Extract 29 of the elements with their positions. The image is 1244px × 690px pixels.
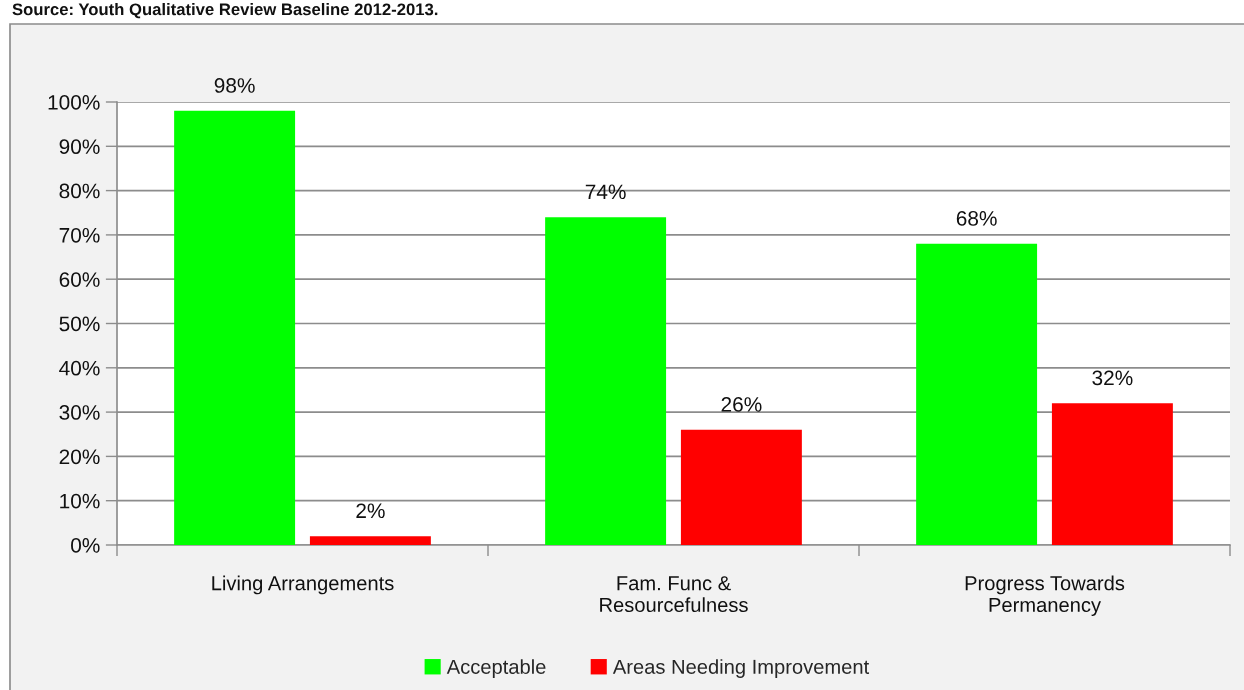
y-tick-label: 70% <box>59 227 100 243</box>
x-tick-label: Fam. Func & Resourcefulness <box>600 576 748 613</box>
legend-label: Areas Needing Improvement <box>612 659 870 678</box>
y-tick-label: 40% <box>59 360 100 376</box>
bar <box>309 536 431 545</box>
bar <box>680 429 802 545</box>
data-label: 74% <box>585 184 626 200</box>
source-note: Source: Youth Qualitative Review Baseline 2012-2013. <box>12 3 438 19</box>
y-tick-label: 50% <box>59 316 100 332</box>
x-tick-label: Progress Towards Permanency <box>965 575 1125 617</box>
bar <box>1051 403 1173 545</box>
bar <box>545 217 667 545</box>
data-label: 98% <box>214 78 255 93</box>
y-tick-label: 20% <box>59 449 100 465</box>
y-tick-label: 60% <box>59 272 100 287</box>
y-tick-label: 30% <box>59 405 100 420</box>
bar <box>916 243 1038 545</box>
y-tick-label: 90% <box>59 139 100 155</box>
data-label: 32% <box>1092 370 1133 386</box>
bar <box>174 110 296 545</box>
data-label: 68% <box>956 211 997 226</box>
y-tick-label: 0% <box>71 538 100 553</box>
data-label: 26% <box>721 397 762 412</box>
legend-label: Acceptable <box>446 659 546 678</box>
y-tick-label: 10% <box>60 493 100 509</box>
y-tick-label: 100% <box>48 95 100 110</box>
x-tick-label: Living Arrangements <box>212 575 394 595</box>
data-label: 2% <box>356 503 385 519</box>
y-tick-label: 80% <box>59 183 100 199</box>
